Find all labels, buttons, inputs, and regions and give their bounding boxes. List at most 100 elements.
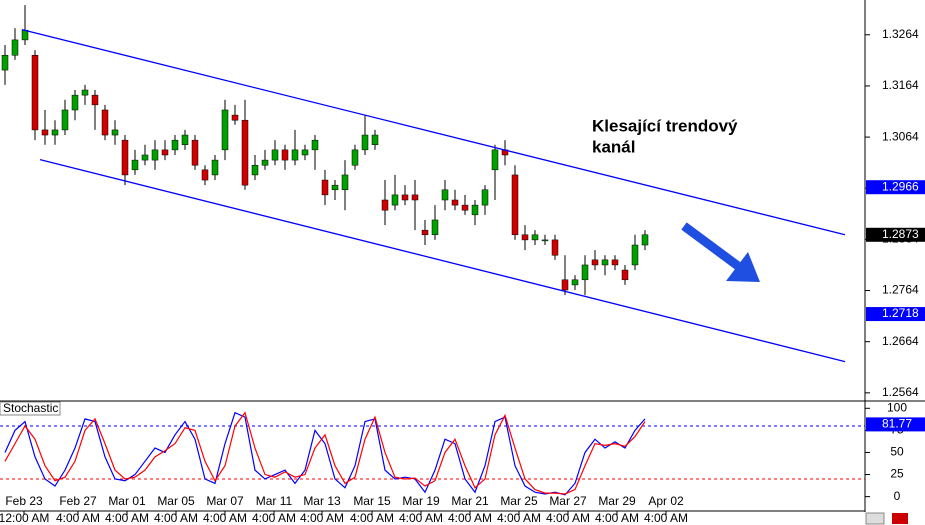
candle-body [291,149,299,161]
candle-body [351,149,359,166]
candle-body [81,89,89,96]
arrow-shaft [681,222,741,270]
value-label: 81.77 [882,417,912,431]
x-time-label: 4:00 AM [350,511,394,525]
candle-body [491,149,499,171]
candle-body [91,94,99,106]
candle-body [391,194,399,206]
y-tick-label: 1.3164 [882,78,919,92]
x-tick-label: Mar 15 [353,494,391,508]
candle-body [381,199,389,211]
y-tick-label: 1.2664 [882,334,919,348]
candle-body [101,109,109,136]
x-tick-label: Mar 07 [206,494,244,508]
x-time-label: 4:00 AM [399,511,443,525]
candle-body [141,154,149,161]
candle-body [251,164,259,176]
stochastic-line [4,411,646,495]
candle-body [451,199,459,206]
candle-body [371,134,379,146]
candle-body [541,239,549,242]
candle-body [41,129,49,136]
candle-body [531,234,539,241]
y-tick-label: 0 [894,489,901,503]
y-tick-label: 1.2764 [882,283,919,297]
candle-body [321,179,329,196]
candle-body [21,29,29,41]
x-tick-label: Mar 27 [549,494,587,508]
x-time-label: 4:00 AM [448,511,492,525]
indicator-title: Stochastic [3,401,58,415]
candle-body [551,239,559,256]
candle-body [131,159,139,171]
trend-arrow [681,222,760,282]
x-tick-label: Mar 01 [108,494,146,508]
candle-body [471,204,479,216]
y-tick-label: 1.3264 [882,27,919,41]
x-time-label: 12:00 AM [0,511,49,525]
icon[interactable] [892,513,908,524]
candle-body [71,94,79,111]
candle-body [271,149,279,161]
annotation: kanál [592,137,635,156]
x-time-label: 4:00 AM [595,511,639,525]
y-tick-label: 25 [890,467,904,481]
x-tick-label: Mar 29 [598,494,636,508]
candle-body [591,259,599,266]
candle-body [311,139,319,151]
candle-body [31,54,39,131]
x-tick-label: Mar 13 [303,494,341,508]
candle-body [641,234,649,246]
candle-body [331,184,339,191]
candle-body [631,244,639,266]
candle-body [571,279,579,286]
x-time-label: 4:00 AM [644,511,688,525]
channel-line [39,158,846,363]
candle-body [611,259,619,266]
x-time-label: 4:00 AM [300,511,344,525]
y-tick-label: 50 [890,445,904,459]
arrow-head [726,252,760,282]
candle-body [561,279,569,291]
candle-body [401,194,409,201]
candle-body [221,109,229,151]
candle-body [301,149,309,156]
x-tick-label: Mar 21 [451,494,489,508]
candle-body [171,139,179,151]
price-label-box [866,227,925,242]
candle-body [261,159,269,166]
annotation: Klesající trendový [592,116,738,135]
candle-body [51,129,59,136]
candle-body [441,189,449,201]
y-tick-label: 1.3064 [882,129,919,143]
candle-body [11,39,19,56]
x-tick-label: Feb 27 [59,494,97,508]
x-time-label: 4:00 AM [105,511,149,525]
candle-body [201,169,209,181]
candle-body [431,219,439,236]
x-time-label: 4:00 AM [56,511,100,525]
x-tick-label: Mar 11 [256,494,293,508]
price-label-box [866,307,925,322]
x-tick-label: Apr 02 [648,494,684,508]
candle-body [361,134,369,151]
candle-body [601,259,609,266]
x-time-label: 4:00 AM [252,511,296,525]
candle-body [581,264,589,281]
candle-body [411,194,419,201]
x-tick-label: Mar 05 [157,494,195,508]
candle-body [421,229,429,236]
indicator-label-box [0,401,61,416]
candle-body [461,204,469,211]
candle-body [1,54,9,71]
icon[interactable] [865,512,885,525]
y-tick-label: 1.2564 [882,385,919,399]
candle-body [151,149,159,161]
candle-body [211,159,219,176]
x-tick-label: Feb 23 [5,494,43,508]
price-label: 1.2873 [882,227,919,241]
candle-body [621,269,629,281]
candle-body [231,114,239,121]
candle-body [511,174,519,236]
